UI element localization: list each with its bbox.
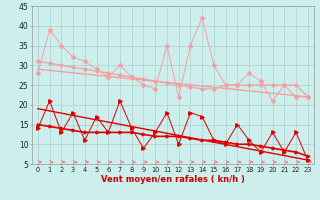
X-axis label: Vent moyen/en rafales ( kn/h ): Vent moyen/en rafales ( kn/h )	[101, 175, 245, 184]
